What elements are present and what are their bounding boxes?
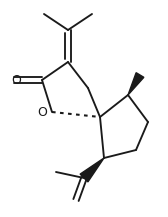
Polygon shape — [80, 158, 104, 182]
Polygon shape — [128, 73, 144, 95]
Text: O: O — [11, 74, 21, 87]
Text: O: O — [37, 105, 47, 118]
